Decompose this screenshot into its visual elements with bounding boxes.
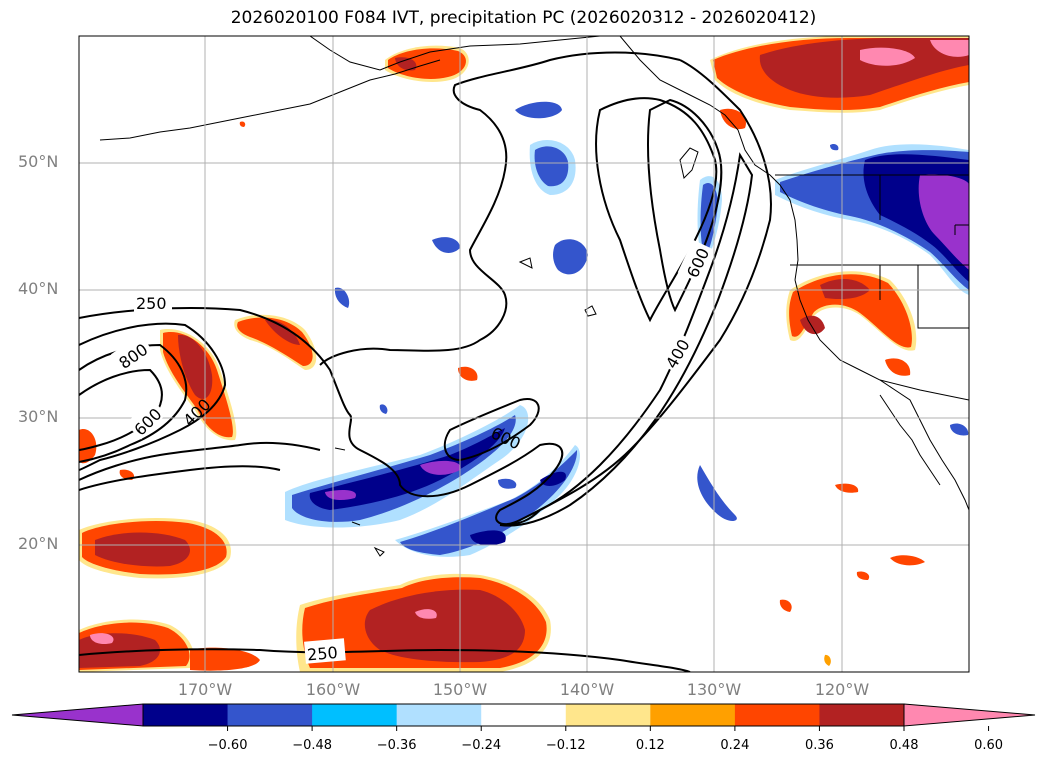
colorbar-frame xyxy=(142,703,905,727)
positive-precip-regions xyxy=(79,36,969,672)
colorbar-segment xyxy=(650,704,736,726)
contour-label: 250 xyxy=(136,294,167,313)
colorbar-segment xyxy=(734,704,820,726)
colorbar-segments xyxy=(11,703,1036,727)
lon-label: 160°W xyxy=(305,680,361,699)
colorbar-tick-label: −0.48 xyxy=(292,738,333,753)
lat-label: 30°N xyxy=(18,407,59,426)
colorbar-segment xyxy=(143,704,229,726)
colorbar-tick-label: 0.36 xyxy=(804,738,834,753)
lon-label: 120°W xyxy=(814,680,870,699)
lon-label: 130°W xyxy=(686,680,742,699)
colorbar-tick-label: −0.60 xyxy=(207,738,248,753)
coastlines xyxy=(99,36,969,557)
colorbar-tick-label: −0.36 xyxy=(376,738,417,753)
colorbar-segment xyxy=(11,703,144,727)
colorbar-segment xyxy=(227,704,313,726)
colorbar-segment xyxy=(396,704,482,726)
colorbar-segment xyxy=(481,704,567,726)
map-frame xyxy=(78,35,970,673)
colorbar-tick-label: −0.24 xyxy=(461,738,502,753)
lat-label: 20°N xyxy=(18,534,59,553)
negative-precip-regions xyxy=(285,101,969,557)
colorbar-tick-label: −0.12 xyxy=(545,738,586,753)
colorbar-segment xyxy=(819,704,905,726)
lon-label: 150°W xyxy=(432,680,488,699)
gridlines xyxy=(79,36,969,672)
colorbar-tick-label: 0.24 xyxy=(720,738,750,753)
colorbar-tick-label: 0.48 xyxy=(889,738,919,753)
map-title: 2026020100 F084 IVT, precipitation PC (2… xyxy=(230,8,817,28)
lon-label: 170°W xyxy=(177,680,233,699)
colorbar-segment xyxy=(903,703,1036,727)
political-borders xyxy=(775,174,969,401)
colorbar-tick-label: 0.60 xyxy=(974,738,1004,753)
lat-label: 50°N xyxy=(18,152,59,171)
lat-label: 40°N xyxy=(18,279,59,298)
colorbar-tick-label: 0.12 xyxy=(635,738,665,753)
colorbar-segment xyxy=(312,704,398,726)
lon-label: 140°W xyxy=(559,680,615,699)
colorbar-segment xyxy=(565,704,651,726)
contour-label: 250 xyxy=(306,643,338,665)
